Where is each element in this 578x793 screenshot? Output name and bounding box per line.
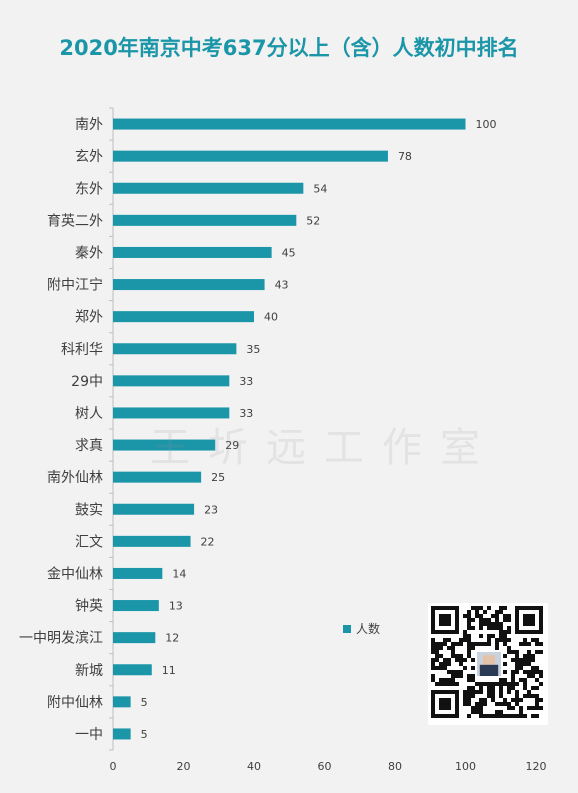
data-label: 14 — [172, 567, 186, 580]
y-tick-label: 金中仙林 — [47, 566, 103, 582]
y-tick-label: 29中 — [71, 374, 103, 390]
legend: 人数 — [343, 620, 380, 637]
x-tick-label: 80 — [388, 760, 402, 773]
x-tick-label: 20 — [177, 760, 191, 773]
bar — [113, 535, 191, 547]
data-label: 12 — [165, 632, 179, 645]
data-label: 35 — [246, 343, 260, 356]
data-label: 78 — [398, 150, 412, 163]
y-tick-label: 一中明发滨江 — [19, 631, 103, 647]
data-label: 45 — [282, 246, 296, 259]
data-label: 13 — [169, 600, 183, 613]
y-tick-label: 科利华 — [61, 342, 103, 358]
bar — [113, 214, 297, 226]
x-tick-label: 60 — [318, 760, 332, 773]
data-label: 40 — [264, 311, 278, 324]
y-tick-label: 南外 — [75, 117, 103, 133]
bar — [113, 471, 202, 483]
bar — [113, 343, 237, 355]
data-label: 29 — [225, 439, 239, 452]
y-tick-label: 郑外 — [75, 310, 103, 326]
y-tick-label: 鼓实 — [75, 502, 103, 518]
bar — [113, 118, 466, 130]
data-label: 54 — [313, 182, 327, 195]
plot-area: 南外 100 玄外 78 东外 54 育英二外 52 秦外 45 附中江宁 43 郑外 40 科利华 35 29… — [19, 107, 547, 773]
data-label: 100 — [476, 118, 497, 131]
bar — [113, 279, 265, 291]
data-label: 23 — [204, 503, 218, 516]
data-label: 33 — [239, 407, 253, 420]
x-tick-label: 100 — [455, 760, 476, 773]
x-tick-label: 40 — [247, 760, 261, 773]
qr-code-icon — [428, 603, 548, 725]
bar — [113, 246, 272, 258]
bar — [113, 664, 152, 676]
data-label: 52 — [306, 214, 320, 227]
bar — [113, 375, 230, 387]
y-tick-label: 东外 — [75, 181, 103, 197]
legend-swatch — [343, 624, 351, 633]
y-tick-label: 育英二外 — [47, 212, 103, 229]
y-tick-label: 树人 — [75, 406, 103, 422]
x-tick-label: 120 — [526, 760, 547, 773]
y-tick-label: 汇文 — [75, 534, 103, 550]
y-tick-label: 一中 — [75, 727, 103, 743]
data-label: 11 — [162, 664, 176, 677]
y-tick-label: 南外仙林 — [47, 470, 103, 486]
data-label: 22 — [201, 535, 215, 548]
data-label: 5 — [141, 728, 148, 741]
bar — [113, 150, 388, 162]
data-label: 43 — [275, 279, 289, 292]
bar — [113, 728, 131, 740]
bar — [113, 567, 163, 579]
x-tick-label: 0 — [110, 760, 117, 773]
y-tick-label: 附中江宁 — [47, 277, 103, 294]
chart-title: 2020年南京中考637分以上（含）人数初中排名 — [59, 36, 518, 60]
legend-label: 人数 — [356, 622, 381, 636]
bar — [113, 503, 195, 515]
data-label: 33 — [239, 375, 253, 388]
data-label: 5 — [141, 696, 148, 709]
bar — [113, 407, 230, 419]
y-tick-label: 秦外 — [75, 245, 103, 261]
y-tick-label: 新城 — [75, 663, 103, 679]
bar — [113, 311, 254, 323]
bar — [113, 439, 216, 451]
bar — [113, 632, 156, 644]
data-label: 25 — [211, 471, 225, 484]
y-tick-label: 求真 — [75, 438, 103, 454]
bar — [113, 182, 304, 194]
bar — [113, 600, 159, 612]
bar — [113, 696, 131, 708]
y-tick-label: 附中仙林 — [47, 695, 103, 711]
y-tick-label: 钟英 — [75, 598, 103, 615]
y-tick-label: 玄外 — [75, 148, 103, 165]
